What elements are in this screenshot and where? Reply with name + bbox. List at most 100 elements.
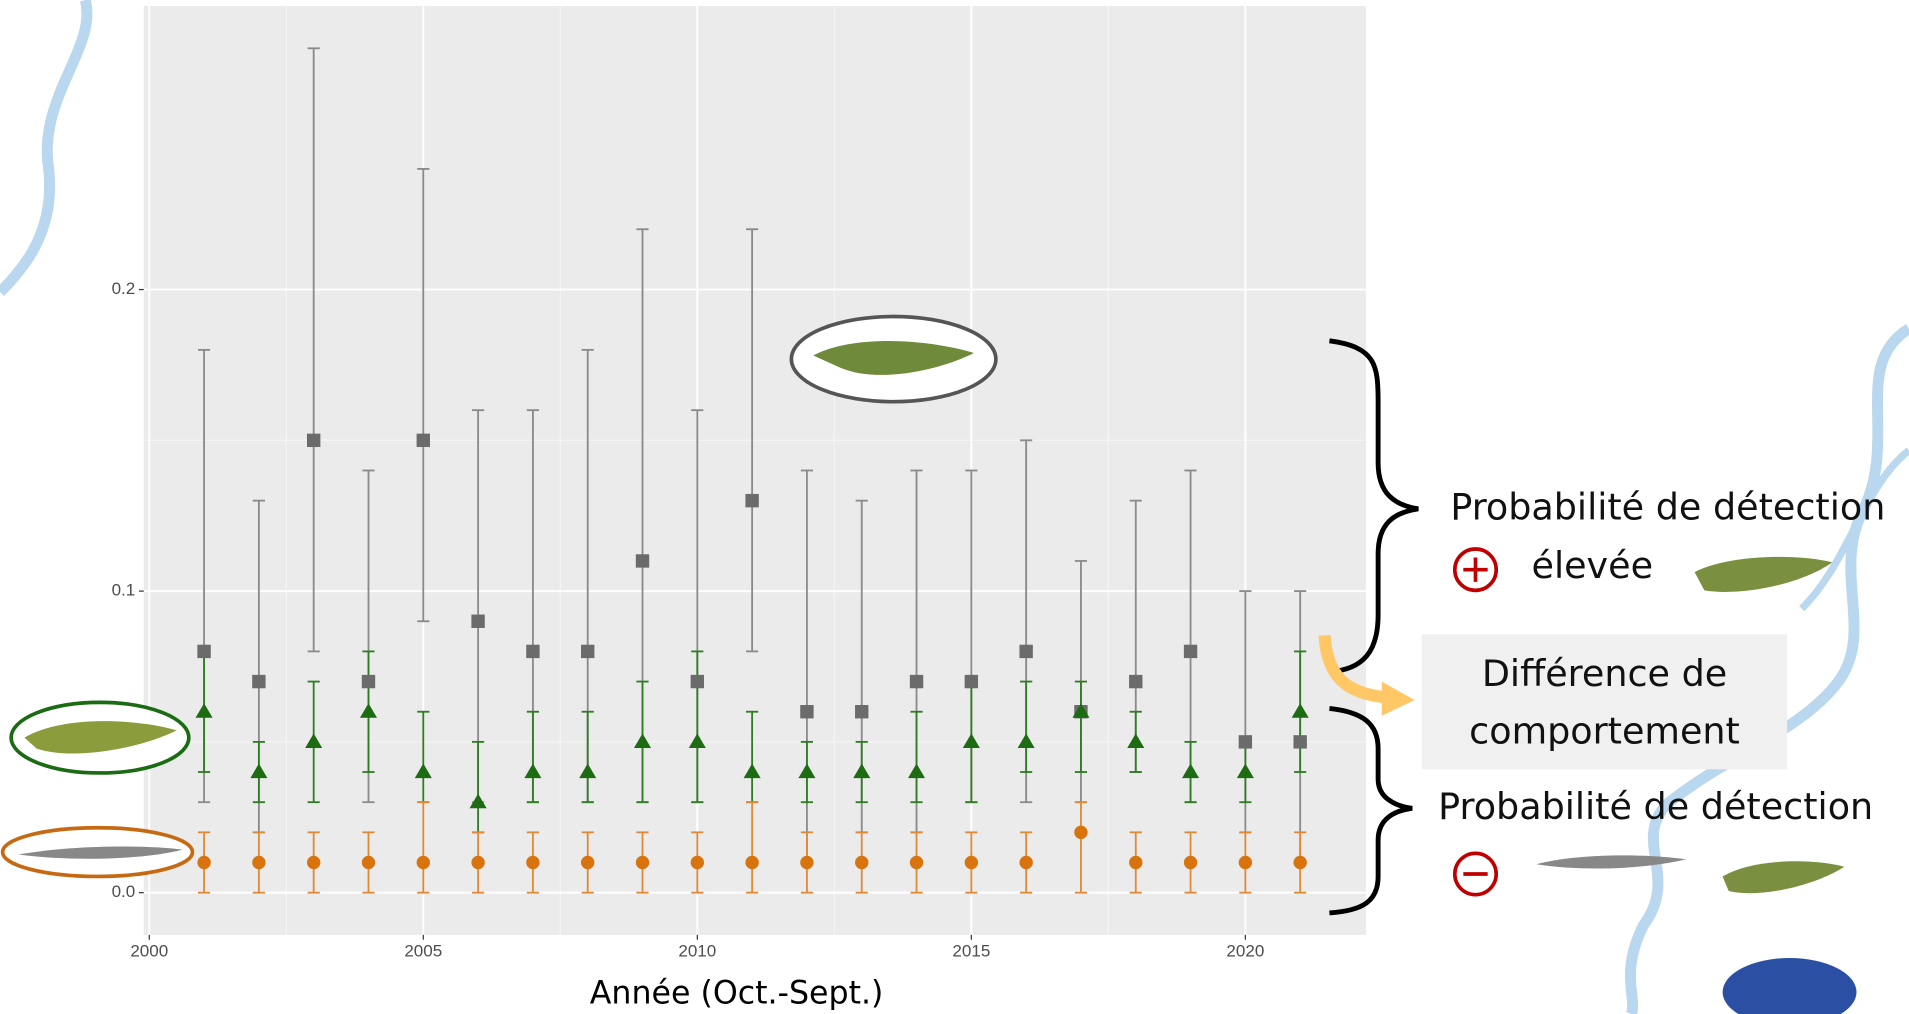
plus-icon [1452,547,1499,593]
point [688,733,706,748]
point [195,703,213,718]
error-bar [417,168,430,623]
annotation-box [1421,634,1788,770]
point [1129,674,1143,689]
point [1019,644,1033,659]
error-bar [526,710,539,804]
point [690,674,705,689]
point [800,705,814,719]
point [306,855,321,870]
point [855,855,869,870]
eel-illustration [24,721,177,754]
point [252,855,266,870]
point [690,855,705,870]
eel-illustration [813,340,974,375]
point [1183,855,1198,870]
point [964,855,979,870]
x-tick-label: 2010 [678,941,716,960]
eel-illustration [1694,556,1833,592]
river-decoration [1799,447,1909,612]
annotation: Probabilité de détection [1450,485,1885,528]
eel-illustration [1536,855,1687,869]
point [579,763,597,779]
point [798,763,816,779]
point [361,855,376,870]
point [1238,735,1253,749]
point [1236,763,1254,779]
y-tick-label: 0.1 [112,581,136,600]
point [743,763,761,779]
point [197,855,211,870]
point [1017,733,1035,748]
point [1127,733,1145,748]
point [469,793,487,809]
arrow [1318,634,1389,704]
point [964,674,979,689]
error-bar [746,228,759,653]
point [359,703,378,718]
eel-illustration [18,846,183,859]
point [1129,855,1143,870]
point [635,554,650,568]
point [853,763,871,779]
plot-panel [143,6,1366,935]
error-bar [1020,680,1033,773]
point [1238,855,1253,870]
point [526,855,540,870]
error-bar [417,801,430,894]
arrow [1381,681,1415,716]
point [1019,855,1033,870]
point [1293,735,1307,749]
point [855,705,869,719]
point [250,763,268,779]
point [1183,644,1198,659]
point [416,433,430,448]
point [962,733,980,748]
point [1293,855,1307,870]
point [581,644,595,659]
error-bar [910,710,923,804]
brace [1329,338,1419,675]
point [305,733,323,748]
point [909,674,924,689]
point [633,733,652,748]
x-tick-label: 2000 [130,941,168,960]
point [524,763,542,779]
river-decoration [0,0,93,297]
point [416,855,430,870]
error-bar [1074,801,1088,894]
logo [1722,958,1857,1014]
point [635,855,650,870]
x-tick-label: 2005 [404,941,442,960]
point [471,614,485,628]
point [197,644,211,659]
river-decoration [1624,324,1909,1014]
y-tick-label: 0.2 [112,279,136,298]
point [1072,703,1090,718]
plus-icon [1463,557,1488,582]
point [1074,825,1088,840]
point [252,674,266,689]
x-axis-title: Année (Oct.-Sept.) [590,976,884,1012]
eel-illustration [1722,861,1845,894]
annotation: comportement [1469,709,1740,752]
y-tick-label: 0.0 [112,882,136,901]
annotation: Différence de [1482,652,1727,695]
point [581,855,595,870]
point [414,763,432,779]
point [909,855,924,870]
point [908,763,926,779]
point [1182,763,1200,779]
point [526,644,540,659]
point [1291,703,1309,718]
error-bar [1074,680,1088,773]
annotation: Probabilité de détection [1438,785,1873,828]
minus-icon [1452,851,1499,897]
x-tick-label: 2020 [1226,941,1264,960]
error-bar [581,710,594,804]
point [361,674,376,689]
point [745,855,759,870]
point [800,855,814,870]
